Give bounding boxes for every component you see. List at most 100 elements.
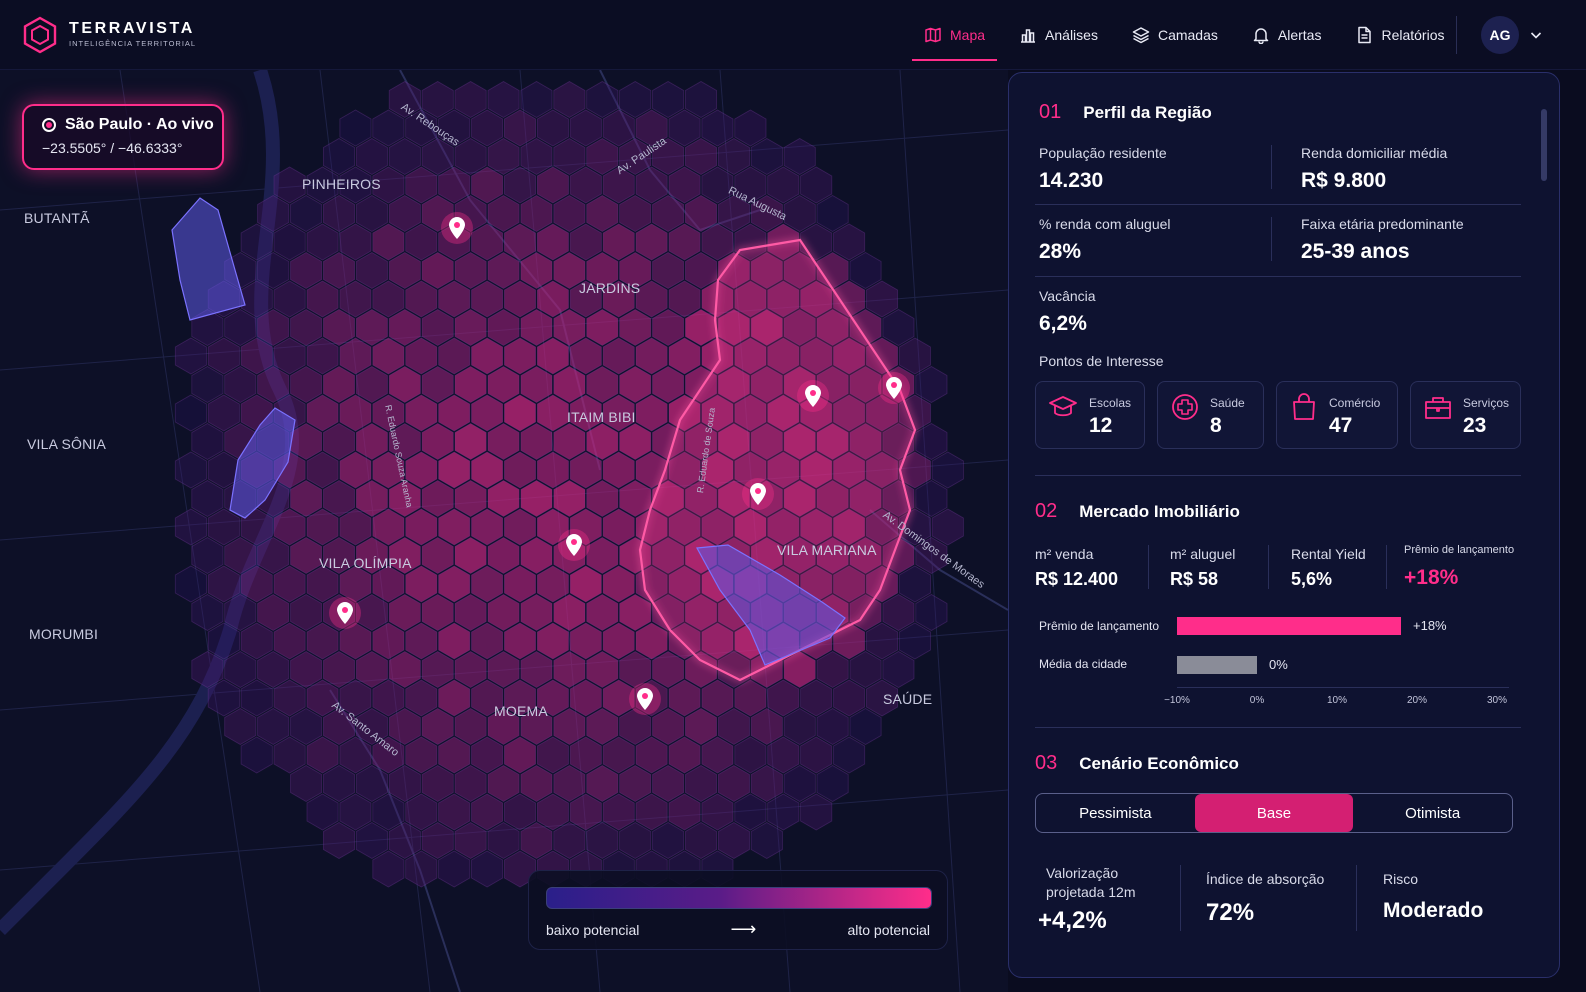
- nav-item-analises[interactable]: Análises: [1007, 0, 1110, 70]
- heat-hexagon: [339, 622, 372, 660]
- scenario-toggle[interactable]: Pessimista Base Otimista: [1035, 793, 1513, 833]
- heat-hexagon: [405, 793, 438, 831]
- stat-value: 6,2%: [1039, 312, 1087, 335]
- heat-hexagon: [339, 736, 372, 774]
- heat-hexagon: [339, 280, 372, 318]
- stat-label: Índice de absorção: [1206, 871, 1325, 887]
- map-layer[interactable]: [0, 70, 1008, 992]
- nav-item-camadas[interactable]: Camadas: [1120, 0, 1230, 70]
- location-pin-icon[interactable]: [742, 478, 774, 510]
- poi-label: Serviços: [1463, 396, 1510, 410]
- heat-hexagon: [635, 337, 668, 375]
- app-logo[interactable]: TERRAVISTA INTELIGÊNCIA TERRITORIAL: [22, 16, 196, 54]
- location-pin-icon[interactable]: [629, 683, 661, 715]
- heat-hexagon: [405, 451, 438, 489]
- divider: [1035, 475, 1521, 476]
- heat-hexagon: [717, 765, 750, 802]
- heat-hexagon: [635, 622, 668, 660]
- heat-hexagon: [849, 651, 882, 688]
- heat-hexagon: [454, 138, 487, 175]
- heat-hexagon: [372, 850, 405, 888]
- heat-hexagon: [273, 223, 306, 261]
- chevron-down-icon[interactable]: [1528, 27, 1544, 43]
- axis-tick-label: 0%: [1249, 695, 1265, 706]
- heat-hexagon: [586, 195, 619, 232]
- location-coordinates: −23.5505° / −46.6333°: [42, 140, 183, 156]
- heat-hexagon: [800, 793, 833, 831]
- poi-card-escolas[interactable]: Escolas 12: [1035, 381, 1145, 449]
- scenario-otimista-button[interactable]: Otimista: [1405, 804, 1461, 822]
- heat-hexagon: [685, 81, 717, 118]
- heat-hexagon: [520, 537, 553, 574]
- poi-count: 12: [1089, 414, 1113, 437]
- poi-card-saude[interactable]: Saúde 8: [1157, 381, 1264, 449]
- neighborhood-label: PINHEIROS: [302, 176, 381, 192]
- heat-hexagon: [652, 138, 685, 175]
- analysis-panel[interactable]: 01 Perfil da Região População residente …: [1008, 72, 1560, 978]
- location-pin-icon[interactable]: [797, 380, 829, 412]
- heat-hexagon: [388, 138, 421, 175]
- section-number: 03: [1035, 752, 1058, 774]
- user-avatar[interactable]: AG: [1481, 16, 1519, 54]
- scenario-pessimista-button[interactable]: Pessimista: [1079, 804, 1152, 822]
- heat-hexagon: [438, 109, 471, 147]
- neighborhood-label: VILA OLÍMPIA: [319, 555, 412, 571]
- divider: [1271, 217, 1272, 261]
- heat-hexagon: [503, 679, 536, 717]
- park-area: [696, 544, 846, 666]
- heat-hexagon: [240, 280, 273, 318]
- health-cross-icon: [1172, 394, 1198, 420]
- heat-hexagon: [421, 594, 454, 631]
- heat-hexagon: [372, 166, 405, 204]
- location-pin-icon[interactable]: [878, 372, 910, 404]
- heat-hexagon: [553, 822, 586, 859]
- bell-icon: [1253, 28, 1269, 44]
- street-grid: [0, 70, 1008, 992]
- heat-hexagon: [306, 394, 339, 432]
- stat-value: 5,6%: [1291, 569, 1333, 589]
- heat-hexagon: [487, 708, 520, 745]
- heat-hexagon: [487, 138, 520, 175]
- nav-item-mapa[interactable]: Mapa: [912, 0, 998, 70]
- poi-card-comercio[interactable]: Comércio 47: [1276, 381, 1398, 449]
- poi-card-servicos[interactable]: Serviços 23: [1410, 381, 1521, 449]
- heat-hexagon: [685, 195, 717, 232]
- stat-value: 72%: [1206, 899, 1255, 926]
- nav-item-alertas[interactable]: Alertas: [1240, 0, 1334, 70]
- heat-hexagon: [602, 736, 635, 774]
- section-name: Mercado Imobiliário: [1079, 502, 1240, 521]
- heat-hexagon: [454, 594, 487, 631]
- map-canvas[interactable]: PINHEIROS BUTANTÃ JARDINS ITAIM BIBI VIL…: [0, 70, 1008, 992]
- scenario-base-button[interactable]: Base: [1194, 794, 1354, 832]
- nav-item-relatorios[interactable]: Relatórios: [1343, 0, 1456, 70]
- heat-hexagon: [191, 594, 224, 631]
- stat-label: % renda com aluguel: [1039, 216, 1171, 232]
- neighborhood-label: SAÚDE: [883, 691, 933, 707]
- heat-hexagon: [503, 280, 536, 318]
- park-area: [229, 407, 296, 519]
- heat-hexagon: [520, 423, 553, 460]
- location-pin-icon[interactable]: [558, 529, 590, 561]
- heat-hexagon: [569, 337, 602, 375]
- heat-hexagon: [553, 366, 586, 403]
- heat-hexagon: [421, 822, 454, 859]
- heat-hexagon: [339, 166, 372, 204]
- heat-hexagon: [454, 765, 487, 802]
- location-pin-icon[interactable]: [441, 212, 473, 244]
- heat-hexagon: [224, 594, 257, 631]
- heat-hexagon: [405, 223, 438, 261]
- heat-hexagon: [536, 508, 569, 546]
- heat-hexagon: [783, 765, 816, 802]
- heat-hexagon: [421, 537, 454, 574]
- heat-hexagon: [553, 708, 586, 745]
- location-pin-icon[interactable]: [329, 597, 361, 629]
- heat-hexagon: [438, 622, 471, 660]
- section-number: 02: [1035, 500, 1058, 522]
- scrollbar[interactable]: [1541, 109, 1547, 181]
- heat-hexagon: [536, 565, 569, 603]
- neighborhood-label: JARDINS: [579, 280, 641, 296]
- nav-label: Camadas: [1157, 27, 1218, 43]
- heat-hexagon: [536, 337, 569, 375]
- location-card[interactable]: São Paulo · Ao vivo −23.5505° / −46.6333…: [22, 104, 224, 170]
- heat-hexagon: [586, 765, 619, 802]
